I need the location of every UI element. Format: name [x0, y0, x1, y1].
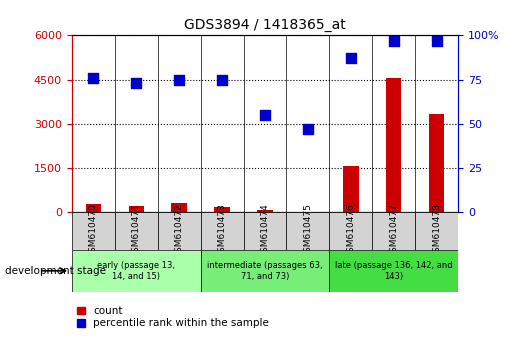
Text: GSM610478: GSM610478 — [432, 204, 441, 258]
Title: GDS3894 / 1418365_at: GDS3894 / 1418365_at — [184, 18, 346, 32]
Text: intermediate (passages 63,
71, and 73): intermediate (passages 63, 71, and 73) — [207, 261, 323, 280]
Bar — [200, 212, 243, 250]
Bar — [72, 250, 200, 292]
Legend: count, percentile rank within the sample: count, percentile rank within the sample — [77, 306, 269, 328]
Bar — [343, 166, 358, 212]
Point — [347, 56, 355, 61]
Bar — [373, 212, 416, 250]
Bar — [128, 206, 144, 212]
Bar — [200, 250, 330, 292]
Point — [89, 75, 98, 81]
Point — [218, 77, 226, 82]
Bar — [172, 203, 187, 212]
Point — [132, 80, 140, 86]
Point — [432, 38, 441, 44]
Text: GSM610477: GSM610477 — [390, 204, 399, 258]
Bar — [330, 212, 373, 250]
Bar — [429, 114, 445, 212]
Point — [390, 38, 398, 44]
Bar — [258, 210, 272, 212]
Text: early (passage 13,
14, and 15): early (passage 13, 14, and 15) — [97, 261, 175, 280]
Text: GSM610476: GSM610476 — [347, 204, 356, 258]
Bar — [85, 204, 101, 212]
Text: development stage: development stage — [5, 266, 107, 276]
Point — [175, 77, 183, 82]
Text: GSM610470: GSM610470 — [89, 204, 98, 258]
Bar — [72, 212, 114, 250]
Text: GSM610475: GSM610475 — [304, 204, 313, 258]
Bar — [157, 212, 200, 250]
Bar — [330, 250, 458, 292]
Text: late (passage 136, 142, and
143): late (passage 136, 142, and 143) — [335, 261, 453, 280]
Text: GSM610474: GSM610474 — [261, 204, 269, 258]
Bar — [386, 78, 402, 212]
Bar — [416, 212, 458, 250]
Bar — [287, 212, 330, 250]
Text: GSM610472: GSM610472 — [174, 204, 183, 258]
Bar — [243, 212, 287, 250]
Text: GSM610471: GSM610471 — [131, 204, 140, 258]
Bar — [215, 207, 229, 212]
Point — [261, 112, 269, 118]
Bar — [114, 212, 157, 250]
Point — [304, 126, 312, 132]
Text: GSM610473: GSM610473 — [217, 204, 226, 258]
